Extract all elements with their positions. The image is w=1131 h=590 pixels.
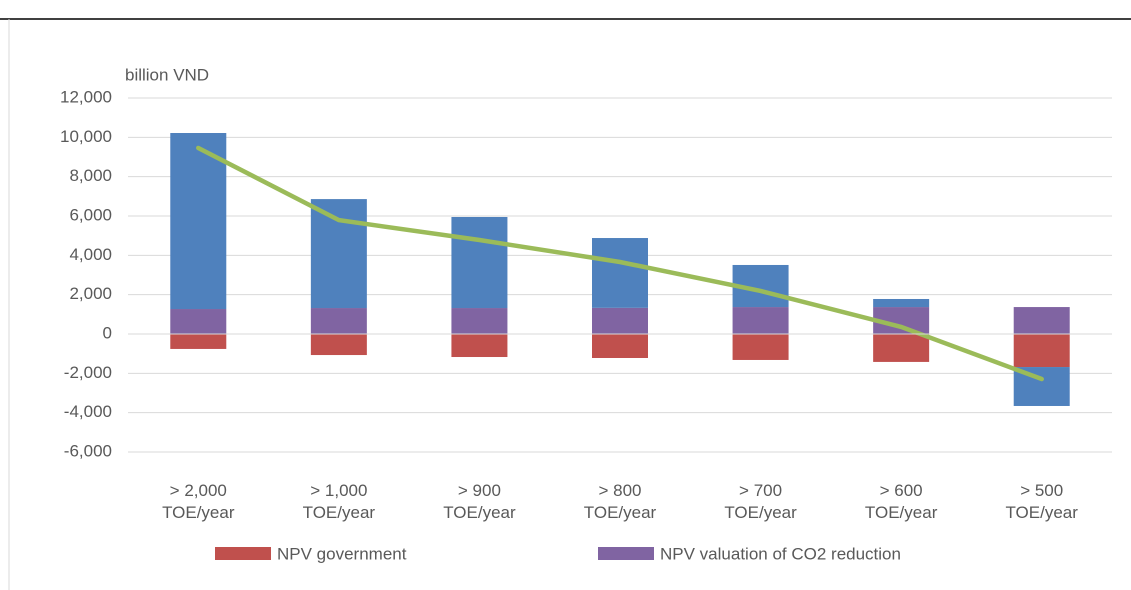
bar bbox=[170, 334, 227, 349]
line-series bbox=[196, 145, 1044, 382]
bar bbox=[310, 308, 367, 334]
legend-swatch bbox=[598, 547, 654, 560]
x-tick-label: > 900 TOE/year bbox=[443, 481, 516, 522]
y-axis-unit: billion VND bbox=[125, 65, 209, 84]
x-tick-label: > 2,000 TOE/year bbox=[162, 481, 235, 522]
y-tick-label: 2,000 bbox=[69, 284, 112, 303]
bar bbox=[310, 334, 367, 356]
legend-swatch bbox=[215, 547, 271, 560]
bar bbox=[732, 334, 789, 360]
y-tick-label: 4,000 bbox=[69, 245, 112, 264]
bar bbox=[451, 308, 508, 334]
bar bbox=[451, 334, 508, 358]
y-tick-label: 12,000 bbox=[60, 87, 112, 106]
bar bbox=[451, 216, 508, 309]
bar bbox=[592, 238, 648, 308]
x-tick-label: > 600 TOE/year bbox=[864, 481, 938, 522]
y-tick-label: 10,000 bbox=[60, 127, 112, 146]
y-tick-label: -6,000 bbox=[64, 441, 112, 460]
y-tick-label: -2,000 bbox=[64, 363, 112, 382]
y-tick-label: 6,000 bbox=[69, 205, 112, 224]
bar bbox=[1013, 307, 1070, 334]
legend-label: NPV valuation of CO2 reduction bbox=[660, 544, 901, 563]
bar bbox=[310, 199, 367, 309]
bar bbox=[873, 334, 930, 362]
y-tick-label: 8,000 bbox=[69, 166, 112, 185]
bar bbox=[592, 307, 648, 334]
y-tick-label: -4,000 bbox=[64, 402, 112, 421]
bar bbox=[873, 298, 930, 308]
y-tick-label: 0 bbox=[103, 323, 112, 342]
legend-label: NPV government bbox=[277, 544, 407, 563]
x-tick-label: > 700 TOE/year bbox=[724, 481, 797, 522]
bar bbox=[592, 334, 648, 358]
x-tick-label: > 500 TOE/year bbox=[1005, 481, 1078, 522]
bar bbox=[732, 307, 789, 334]
x-tick-label: > 800 TOE/year bbox=[583, 481, 657, 522]
bar bbox=[170, 309, 227, 334]
bar bbox=[1013, 334, 1070, 368]
bar bbox=[170, 133, 227, 310]
x-tick-label: > 1,000 TOE/year bbox=[302, 481, 376, 522]
